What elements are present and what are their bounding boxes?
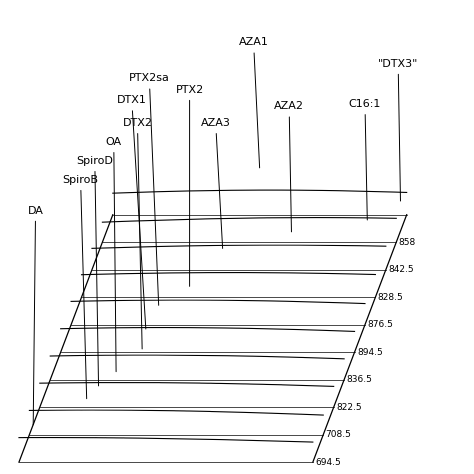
Text: SpiroD: SpiroD — [76, 156, 113, 386]
Text: 842.5: 842.5 — [388, 265, 414, 274]
Text: DTX2: DTX2 — [122, 118, 153, 349]
Text: AZA2: AZA2 — [274, 101, 304, 232]
Text: AZA1: AZA1 — [238, 37, 269, 168]
Text: "DTX3": "DTX3" — [378, 59, 419, 201]
Text: SpiroB: SpiroB — [63, 175, 99, 399]
Text: 858: 858 — [399, 238, 416, 246]
Text: 694.5: 694.5 — [315, 458, 341, 466]
Text: 828.5: 828.5 — [378, 293, 403, 301]
Text: PTX2: PTX2 — [175, 85, 204, 286]
Text: 822.5: 822.5 — [336, 403, 362, 411]
Text: DTX1: DTX1 — [117, 95, 147, 329]
Text: OA: OA — [106, 137, 122, 372]
Text: PTX2sa: PTX2sa — [129, 73, 170, 305]
Text: DA: DA — [27, 206, 44, 425]
Text: 894.5: 894.5 — [357, 348, 383, 356]
Text: 876.5: 876.5 — [367, 320, 393, 329]
Text: 708.5: 708.5 — [326, 430, 352, 439]
Text: C16:1: C16:1 — [349, 99, 381, 220]
Text: 836.5: 836.5 — [346, 375, 373, 384]
Text: AZA3: AZA3 — [201, 118, 231, 248]
